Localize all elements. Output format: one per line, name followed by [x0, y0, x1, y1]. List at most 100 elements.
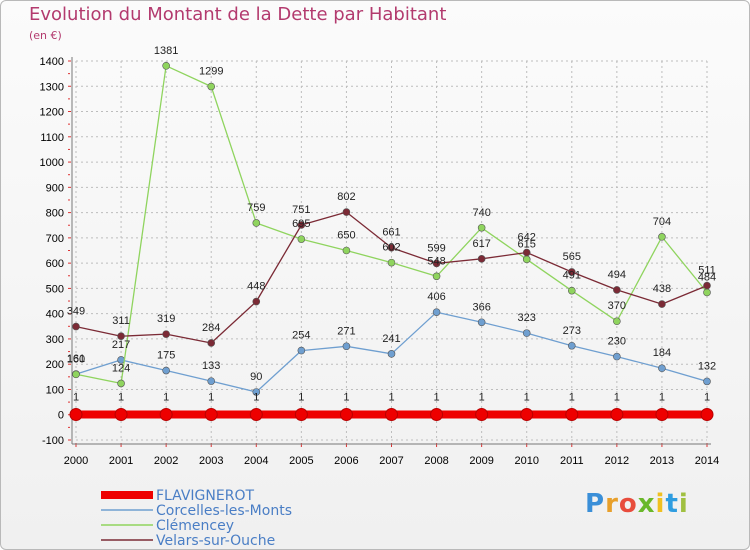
logo-letter: t: [665, 489, 679, 519]
data-point: [477, 255, 486, 263]
data-point: [249, 407, 263, 421]
data-point: [477, 318, 486, 327]
x-tick-label: 2007: [379, 455, 403, 467]
data-label: 704: [653, 216, 671, 228]
data-label: 1: [253, 391, 259, 403]
data-label: 230: [608, 336, 626, 348]
data-label: 1: [479, 391, 485, 403]
data-label: 366: [472, 301, 490, 313]
data-label: 1: [614, 391, 620, 403]
data-label: 1: [343, 391, 349, 403]
unit-label: (en €): [29, 29, 62, 42]
data-label: 349: [67, 306, 85, 318]
data-point: [432, 259, 441, 268]
y-tick-label: 1400: [40, 56, 64, 68]
data-label: 695: [292, 218, 310, 230]
x-tick-label: 2001: [109, 455, 133, 467]
data-label: 254: [292, 330, 310, 342]
x-tick-label: 2010: [514, 455, 538, 467]
data-point: [385, 407, 398, 421]
data-point: [252, 219, 261, 227]
y-tick-label: 300: [46, 334, 64, 346]
y-tick-label: -100: [42, 435, 64, 447]
data-label: 1: [388, 391, 394, 403]
data-label: 1: [659, 391, 665, 403]
data-label: 241: [382, 333, 400, 345]
data-label: 1: [569, 391, 575, 403]
data-point: [703, 288, 711, 297]
data-point: [387, 350, 396, 358]
data-label: 217: [112, 339, 130, 351]
data-point: [297, 235, 306, 243]
data-point: [117, 379, 125, 388]
logo-letter: o: [618, 489, 638, 519]
data-point: [520, 407, 534, 421]
data-point: [204, 407, 218, 421]
data-label: 617: [472, 238, 490, 250]
data-point: [252, 388, 261, 396]
data-point: [297, 221, 306, 229]
y-tick-label: 800: [46, 208, 64, 220]
data-point: [114, 407, 128, 421]
axes: -100 0 100 200 300 400 500 600 700 800 900 1000 1100…: [40, 56, 720, 467]
data-point: [567, 286, 576, 295]
data-point: [117, 332, 125, 340]
data-label: 175: [157, 350, 175, 362]
logo-letter: x: [637, 489, 656, 519]
data-label: 650: [337, 230, 355, 242]
data-point: [294, 407, 308, 421]
legend-label: Corcelles-les-Monts: [156, 503, 292, 519]
data-point: [342, 246, 351, 255]
data-point: [342, 342, 351, 351]
data-label: 1: [434, 391, 440, 403]
data-point: [387, 243, 396, 252]
data-label: 1: [118, 391, 124, 403]
data-label: 160: [67, 353, 85, 365]
data-label: 132: [698, 360, 716, 372]
data-label: 133: [202, 360, 220, 372]
data-point: [297, 346, 306, 355]
data-point: [432, 272, 441, 281]
data-point: [207, 377, 216, 385]
data-point: [658, 233, 666, 241]
data-point: [69, 407, 83, 421]
data-label: 802: [337, 191, 355, 203]
data-label: 1: [704, 391, 710, 403]
x-tick-label: 2004: [244, 455, 268, 467]
data-label: 740: [472, 207, 490, 219]
data-label: 124: [112, 362, 130, 374]
legend: FLAVIGNEROTCorcelles-les-MontsClémenceyV…: [101, 488, 292, 549]
data-point: [522, 255, 531, 264]
data-label: 161: [67, 353, 85, 365]
data-point: [162, 62, 170, 70]
data-point: [162, 330, 170, 338]
data-label: 284: [202, 322, 220, 334]
data-point: [655, 407, 669, 421]
legend-label: Velars-sur-Ouche: [156, 533, 275, 549]
data-point: [522, 248, 531, 257]
data-label: 271: [337, 325, 355, 337]
legend-label: FLAVIGNEROT: [156, 488, 254, 504]
data-label: 494: [608, 269, 626, 281]
data-point: [207, 339, 216, 347]
data-point: [207, 82, 216, 91]
data-label: 759: [247, 202, 265, 214]
data-label: 491: [563, 270, 581, 282]
data-point: [72, 370, 80, 379]
data-point: [252, 297, 261, 306]
data-label: 1: [208, 391, 214, 403]
data-point: [162, 366, 170, 375]
x-tick-label: 2000: [64, 455, 88, 467]
data-label: 602: [382, 242, 400, 254]
data-point: [387, 258, 396, 267]
series-lines: [69, 62, 714, 421]
x-tick-label: 2006: [334, 455, 358, 467]
y-tick-label: 200: [46, 359, 64, 371]
data-point: [159, 407, 173, 421]
data-label: 1299: [199, 66, 223, 78]
x-tick-label: 2014: [695, 455, 719, 467]
data-label: 319: [157, 313, 175, 325]
data-point: [432, 308, 441, 316]
